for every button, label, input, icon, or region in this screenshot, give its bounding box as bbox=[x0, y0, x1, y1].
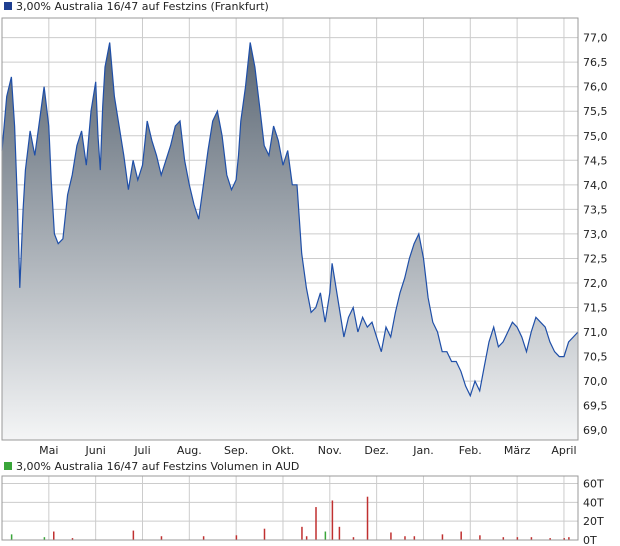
price-y-tick-label: 69,5 bbox=[583, 400, 608, 413]
price-y-axis: 77,0 76,5 76,0 75,5 75,0 74,5 74,0 73,5 73,0 72,5… bbox=[583, 32, 608, 438]
volume-bar bbox=[263, 528, 266, 540]
price-x-tick-label: Mai bbox=[39, 444, 58, 457]
volume-bar bbox=[10, 534, 13, 540]
price-y-tick-label: 74,0 bbox=[583, 179, 608, 192]
volume-bar bbox=[390, 532, 392, 540]
price-frame-rect bbox=[1, 17, 579, 441]
volume-bar bbox=[563, 538, 565, 540]
volume-bars bbox=[10, 496, 570, 540]
volume-y-tick-label: 0T bbox=[583, 534, 597, 546]
volume-bar bbox=[331, 500, 334, 540]
volume-y-tick-label: 20T bbox=[583, 515, 604, 528]
price-x-tick-label: April bbox=[551, 444, 576, 457]
price-y-tick-label: 74,5 bbox=[583, 154, 608, 167]
price-y-tick-label: 73,0 bbox=[583, 228, 608, 241]
volume-bar bbox=[324, 531, 327, 540]
price-legend: 3,00% Australia 16/47 auf Festzins (Fran… bbox=[4, 0, 269, 13]
price-x-tick-label: Feb. bbox=[459, 444, 482, 457]
price-y-tick-label: 73,5 bbox=[583, 203, 608, 216]
volume-bar bbox=[479, 535, 481, 540]
price-x-tick-label: Dez. bbox=[364, 444, 389, 457]
volume-bar bbox=[301, 526, 303, 540]
volume-legend-swatch bbox=[4, 462, 12, 470]
price-y-tick-label: 76,5 bbox=[583, 56, 608, 69]
price-x-tick-label: Nov. bbox=[318, 444, 342, 457]
volume-bar bbox=[441, 534, 444, 540]
price-y-tick-label: 71,5 bbox=[583, 302, 608, 315]
price-y-tick-label: 75,0 bbox=[583, 130, 608, 143]
volume-legend: 3,00% Australia 16/47 auf Festzins Volum… bbox=[4, 460, 299, 473]
volume-bar bbox=[366, 496, 369, 540]
price-x-tick-label: Aug. bbox=[177, 444, 202, 457]
volume-bar bbox=[71, 538, 74, 540]
price-y-tick-label: 69,0 bbox=[583, 424, 608, 437]
price-y-tick-label: 77,0 bbox=[583, 32, 608, 45]
price-y-tick-label: 71,0 bbox=[583, 326, 608, 339]
price-x-tick-label: Sep. bbox=[224, 444, 248, 457]
volume-bar bbox=[530, 537, 533, 540]
price-plot-frame bbox=[1, 17, 579, 441]
volume-legend-label: 3,00% Australia 16/47 auf Festzins Volum… bbox=[16, 460, 299, 473]
price-y-tick-label: 72,5 bbox=[583, 252, 608, 265]
price-y-tick-label: 70,0 bbox=[583, 375, 608, 388]
price-legend-swatch bbox=[4, 2, 12, 10]
price-x-tick-label: Juli bbox=[133, 444, 150, 457]
volume-frame-rect bbox=[1, 475, 579, 541]
price-x-axis: Mai Juni Juli Aug. Sep. Okt. Nov. Dez. Jan. Feb. M… bbox=[39, 444, 576, 457]
price-y-tick-label: 72,0 bbox=[583, 277, 608, 290]
price-legend-label: 3,00% Australia 16/47 auf Festzins (Fran… bbox=[16, 0, 269, 13]
volume-bar bbox=[235, 535, 238, 540]
price-x-tick-label: Juni bbox=[85, 444, 106, 457]
volume-bar bbox=[53, 531, 55, 540]
price-line bbox=[1, 42, 579, 398]
volume-bar bbox=[132, 530, 135, 540]
volume-bar bbox=[568, 537, 570, 540]
volume-y-tick-label: 60T bbox=[583, 478, 604, 491]
price-x-tick-label: Jan. bbox=[412, 444, 433, 457]
volume-y-axis: 60T 40T 20T 0T bbox=[583, 478, 604, 546]
volume-y-tick-label: 40T bbox=[583, 496, 604, 509]
volume-bar bbox=[404, 536, 406, 540]
price-y-tick-label: 70,5 bbox=[583, 351, 608, 364]
price-area bbox=[2, 42, 578, 440]
volume-plot-frame bbox=[1, 475, 579, 541]
volume-bar bbox=[413, 536, 416, 540]
volume-grid bbox=[2, 476, 578, 541]
volume-bar bbox=[338, 526, 341, 540]
volume-bar bbox=[160, 536, 163, 540]
price-y-tick-label: 76,0 bbox=[583, 81, 608, 94]
volume-bar bbox=[502, 537, 505, 540]
volume-bar bbox=[460, 531, 462, 540]
price-x-tick-label: Okt. bbox=[272, 444, 295, 457]
price-y-tick-label: 75,5 bbox=[583, 105, 608, 118]
volume-bar bbox=[549, 538, 551, 540]
price-x-tick-label: März bbox=[504, 444, 531, 457]
volume-bar bbox=[516, 537, 519, 540]
volume-bar bbox=[305, 536, 308, 540]
volume-bar bbox=[352, 537, 355, 540]
volume-bar bbox=[43, 537, 46, 540]
volume-bar bbox=[315, 507, 317, 540]
volume-bar bbox=[202, 536, 205, 540]
